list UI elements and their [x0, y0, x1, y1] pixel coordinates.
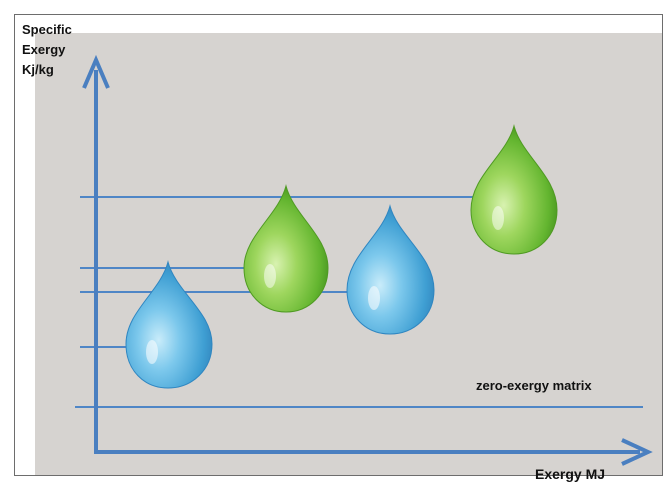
x-axis-label: Exergy MJ: [535, 466, 606, 482]
green-drop-1: [243, 184, 329, 313]
y-axis-label: Specific Exergy Kj/kg: [22, 20, 72, 80]
blue-drop-2: [346, 204, 435, 335]
diagram-canvas: [35, 33, 662, 475]
y-axis-label-line3: Kj/kg: [22, 62, 54, 77]
y-axis-label-line1: Specific: [22, 22, 72, 37]
blue-drop-1: [125, 260, 213, 389]
green-drop-2: [470, 124, 558, 255]
y-axis-arrowhead: [82, 54, 110, 89]
zero-exergy-matrix-label: zero-exergy matrix: [476, 378, 592, 393]
figure-frame: [14, 14, 663, 476]
x-axis-arrowhead: [621, 438, 653, 466]
y-axis-label-line2: Exergy: [22, 42, 66, 57]
